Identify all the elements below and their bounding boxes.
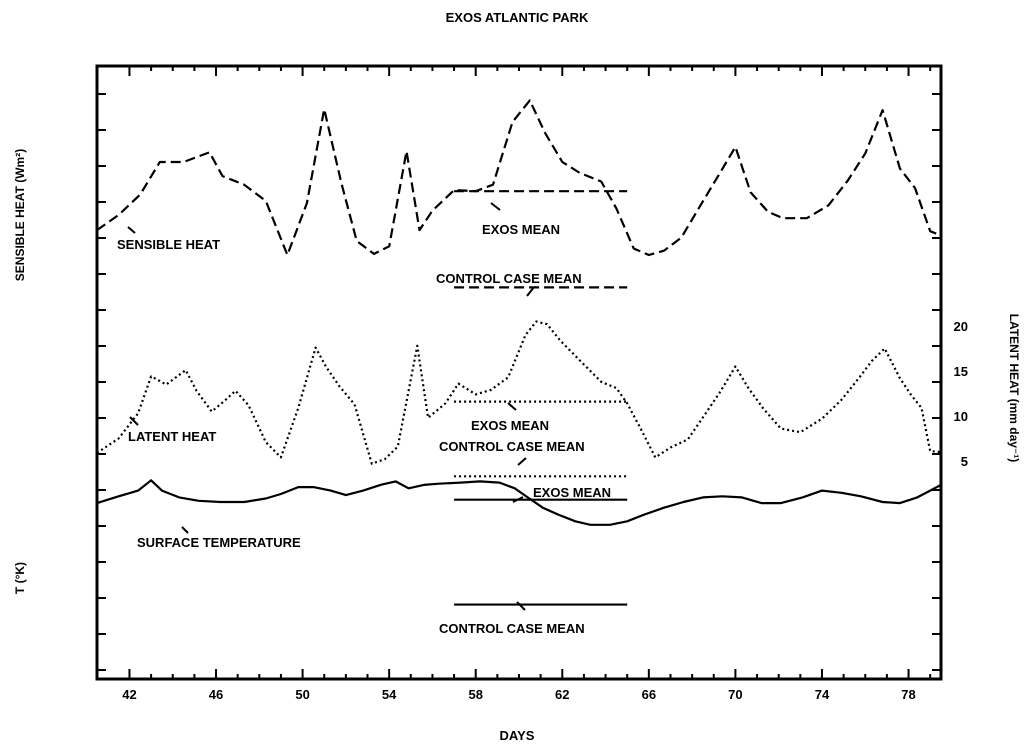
latent-exos-mean-label: EXOS MEAN [471, 418, 549, 433]
sensible-heat-line [96, 99, 942, 257]
surface-temperature-label: SURFACE TEMPERATURE [137, 535, 301, 550]
annotation-pointer [490, 202, 501, 211]
plot-frame [95, 64, 943, 681]
latent-tick-label: 15 [954, 364, 968, 379]
latent-heat-line [96, 320, 942, 465]
axis-ticks [97, 66, 941, 679]
annotation-pointer [127, 226, 136, 234]
y-axis-label-sensible-heat: SENSIBLE HEAT (Wm²) [13, 149, 27, 281]
x-tick-label: 50 [295, 687, 309, 702]
x-axis-label: DAYS [500, 728, 535, 743]
mean-lines [454, 190, 628, 606]
annotation-pointer [507, 402, 517, 411]
temperature-control-mean-label: CONTROL CASE MEAN [439, 621, 585, 636]
y-axis-label-temperature: T (°K) [13, 562, 27, 594]
sensible-heat-label: SENSIBLE HEAT [117, 237, 220, 252]
latent-control-mean-label: CONTROL CASE MEAN [439, 439, 585, 454]
temperature-exos-mean-label: EXOS MEAN [533, 485, 611, 500]
series-annotations: SENSIBLE HEAT LATENT HEAT SURFACE TEMPER… [117, 202, 611, 636]
x-tick-labels: 42 46 50 54 58 62 66 70 74 78 [122, 687, 916, 702]
surface-temperature-line [96, 479, 942, 526]
x-tick-label: 66 [642, 687, 656, 702]
annotation-pointer [526, 286, 535, 297]
x-tick-label: 46 [209, 687, 223, 702]
latent-tick-label: 5 [961, 454, 968, 469]
series-lines [96, 99, 942, 526]
y-axis-label-latent-heat: LATENT HEAT (mm day⁻¹) [1007, 314, 1021, 463]
x-tick-label: 42 [122, 687, 136, 702]
x-tick-label: 54 [382, 687, 397, 702]
latent-heat-label: LATENT HEAT [128, 429, 216, 444]
sensible-control-mean-label: CONTROL CASE MEAN [436, 271, 582, 286]
annotation-pointer [516, 601, 526, 611]
latent-heat-tick-labels: 5 10 15 20 [954, 319, 968, 469]
x-tick-label: 78 [901, 687, 915, 702]
latent-tick-label: 10 [954, 409, 968, 424]
sensible-exos-mean-label: EXOS MEAN [482, 222, 560, 237]
annotation-pointer [181, 526, 189, 534]
x-tick-label: 62 [555, 687, 569, 702]
latent-tick-label: 20 [954, 319, 968, 334]
annotation-pointer [517, 457, 527, 466]
x-tick-label: 70 [728, 687, 742, 702]
annotation-pointer [512, 496, 524, 503]
annotation-pointer [129, 416, 139, 426]
chart-title: EXOS ATLANTIC PARK [446, 10, 589, 25]
x-tick-label: 74 [815, 687, 830, 702]
x-tick-label: 58 [468, 687, 482, 702]
